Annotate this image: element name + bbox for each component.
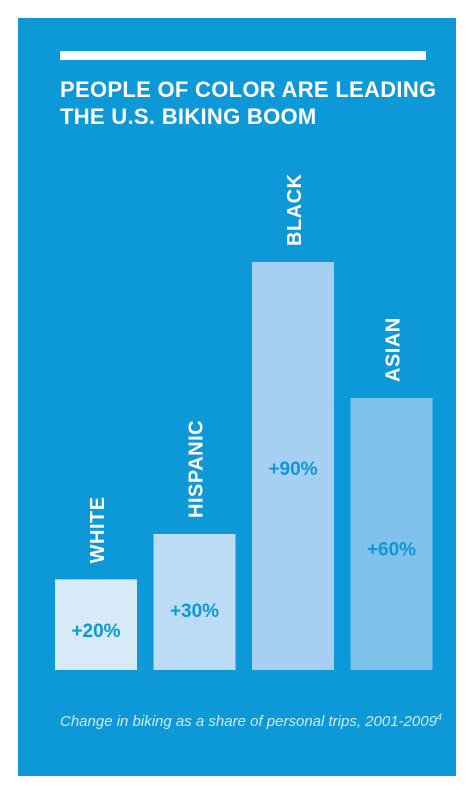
category-label-asian: ASIAN xyxy=(383,317,405,382)
value-label-hispanic: +30% xyxy=(170,601,219,622)
bar-black xyxy=(252,262,334,670)
value-label-black: +90% xyxy=(268,459,317,480)
category-label-hispanic: HISPANIC xyxy=(186,420,208,518)
bar-asian xyxy=(350,398,433,670)
chart-title-line-2: THE U.S. BIKING BOOM xyxy=(60,104,317,129)
bar-chart: +20% WHITE +30% HISPANIC +90% BLACK +60% ASIAN xyxy=(55,173,433,670)
chart-title: PEOPLE OF COLOR ARE LEADING THE U.S. BIK… xyxy=(60,76,440,130)
chart-caption: Change in biking as a share of personal … xyxy=(60,706,450,733)
bar-hispanic xyxy=(153,534,236,670)
caption-text: Change in biking as a share of personal … xyxy=(60,713,437,730)
chart-panel: PEOPLE OF COLOR ARE LEADING THE U.S. BIK… xyxy=(18,18,456,776)
category-label-black: BLACK xyxy=(284,173,306,246)
chart-title-line-1: PEOPLE OF COLOR ARE LEADING xyxy=(60,77,437,102)
value-label-white: +20% xyxy=(71,621,120,642)
value-label-asian: +60% xyxy=(367,540,416,561)
caption-footnote: 4 xyxy=(436,712,442,722)
title-rule xyxy=(60,51,426,60)
category-label-white: WHITE xyxy=(87,496,109,563)
bar-white xyxy=(55,579,137,670)
